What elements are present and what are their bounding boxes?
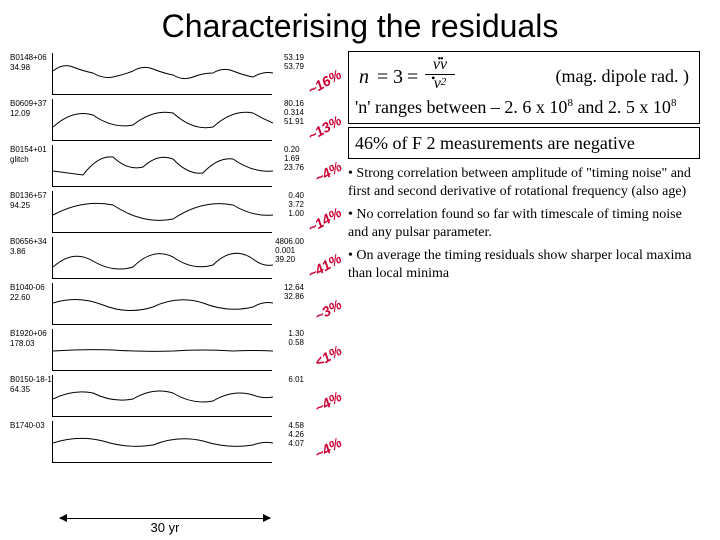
residual-panel: B0609+37 12.09 80.160.31451.91 ~13% (10, 97, 340, 143)
panel-sub: 64.35 (10, 385, 30, 394)
bullet-3: • On average the timing residuals show s… (348, 247, 700, 282)
slide-title: Characterising the residuals (0, 0, 720, 51)
panel-sub: 3.86 (10, 247, 26, 256)
panel-percent: ~4% (311, 388, 344, 416)
panel-sub: 34.98 (10, 63, 30, 72)
residual-wave (53, 329, 273, 371)
residual-wave (53, 99, 273, 141)
timeline-label: 30 yr (151, 520, 180, 535)
residual-wave (53, 283, 273, 325)
panel-stats: 80.160.31451.91 (284, 99, 304, 126)
panel-id: B1740-03 (10, 421, 45, 430)
timeline-arrow: 30 yr (60, 512, 270, 532)
residual-wave (53, 191, 273, 233)
panel-id: B0148+06 (10, 53, 47, 62)
panel-sub: 94.25 (10, 201, 30, 210)
arrow-right-icon (263, 514, 271, 522)
residual-wave (53, 237, 273, 279)
f2-negative-box: 46% of F 2 measurements are negative (348, 127, 700, 160)
panel-stats: 1.300.58 (288, 329, 304, 347)
panel-sub: 12.09 (10, 109, 30, 118)
panel-stats: 0.201.6923.76 (284, 145, 304, 172)
panel-percent: ~4% (311, 434, 344, 462)
residual-panels-column: B0148+06 34.98 53.1953.79 ~16% B0609+37 … (10, 51, 340, 465)
panel-id: B1040-06 (10, 283, 45, 292)
braking-index-equation: n = 3 = ν••ν ν•2 (355, 56, 505, 96)
residual-panel: B1040-06 22.60 12.6432.86 ~3% (10, 281, 340, 327)
panel-id: B0150-18-1 (10, 375, 52, 384)
panel-stats: 4.584.264.07 (288, 421, 304, 448)
residual-wave (53, 145, 273, 187)
panel-stats: 0.403.721.00 (288, 191, 304, 218)
n-range-text: 'n' ranges between – 2. 6 x 108 and 2. 5… (355, 96, 693, 119)
right-text-column: n = 3 = ν••ν ν•2 (mag. dipole rad. ) 'n'… (340, 51, 700, 465)
panel-sub: 22.60 (10, 293, 30, 302)
panel-id: B0136+57 (10, 191, 47, 200)
residual-panel: B1740-03 4.584.264.07 ~4% (10, 419, 340, 465)
panel-percent: <1% (311, 342, 344, 370)
panel-percent: ~3% (311, 296, 344, 324)
panel-percent: ~16% (305, 66, 344, 98)
panel-plot (52, 329, 272, 371)
panel-percent: ~41% (305, 250, 344, 282)
panel-percent: ~14% (305, 204, 344, 236)
panel-plot (52, 421, 272, 463)
braking-index-box: n = 3 = ν••ν ν•2 (mag. dipole rad. ) 'n'… (348, 51, 700, 124)
main-content: B0148+06 34.98 53.1953.79 ~16% B0609+37 … (0, 51, 720, 465)
residual-wave (53, 421, 273, 463)
residual-panel: B0656+34 3.86 4806.000.00139.20 ~41% (10, 235, 340, 281)
panel-plot (52, 375, 272, 417)
panel-sub: 178.03 (10, 339, 34, 348)
mag-dipole-note: (mag. dipole rad. ) (556, 66, 693, 87)
panel-id: B0154+01 (10, 145, 47, 154)
panel-percent: ~4% (311, 158, 344, 186)
panel-stats: 53.1953.79 (284, 53, 304, 71)
panel-stats: 12.6432.86 (284, 283, 304, 301)
panel-sub: glitch (10, 155, 29, 164)
residual-wave (53, 375, 273, 417)
panel-plot (52, 283, 272, 325)
panel-plot (52, 99, 272, 141)
bullet-1: • Strong correlation between amplitude o… (348, 165, 700, 200)
panel-id: B0609+37 (10, 99, 47, 108)
panel-id: B0656+34 (10, 237, 47, 246)
residual-panel: B0148+06 34.98 53.1953.79 ~16% (10, 51, 340, 97)
residual-panel: B0150-18-1 64.35 6.01 ~4% (10, 373, 340, 419)
residual-panel: B0136+57 94.25 0.403.721.00 ~14% (10, 189, 340, 235)
panel-plot (52, 191, 272, 233)
panel-id: B1920+06 (10, 329, 47, 338)
panel-stats: 6.01 (288, 375, 304, 393)
panel-plot (52, 237, 272, 279)
timeline-line (60, 518, 270, 519)
bullet-2: • No correlation found so far with times… (348, 206, 700, 241)
residual-wave (53, 53, 273, 95)
f2-text: 46% of F 2 measurements are negative (355, 132, 693, 155)
panel-plot (52, 53, 272, 95)
panel-stats: 4806.000.00139.20 (275, 237, 304, 264)
residual-panel: B1920+06 178.03 1.300.58 <1% (10, 327, 340, 373)
residual-panel: B0154+01 glitch 0.201.6923.76 ~4% (10, 143, 340, 189)
panel-percent: ~13% (305, 112, 344, 144)
panel-plot (52, 145, 272, 187)
